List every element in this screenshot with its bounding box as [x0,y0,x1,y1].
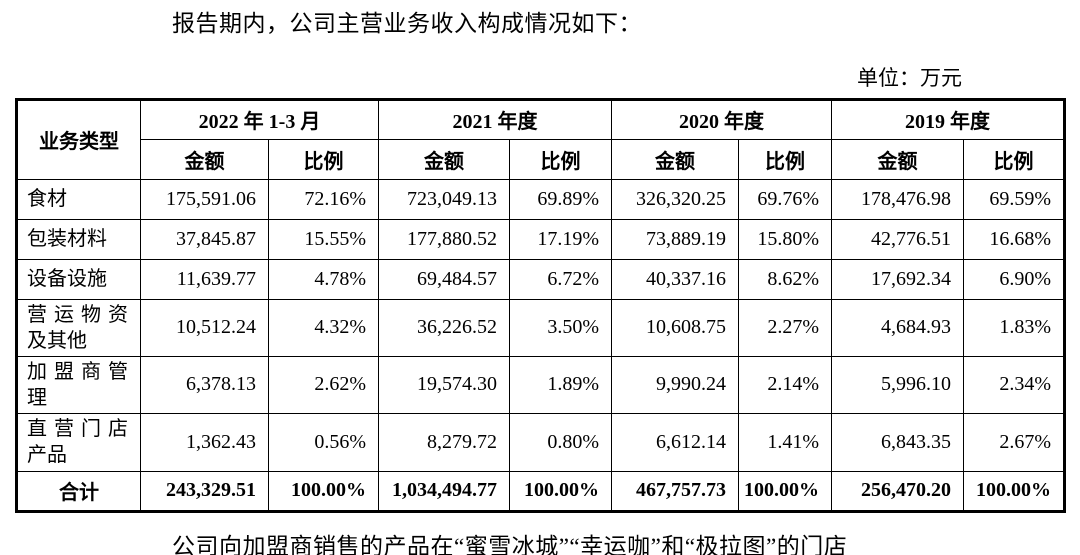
ratio-cell: 3.50% [509,298,613,357]
amount-cell: 36,226.52 [378,298,511,357]
amount-cell: 1,362.43 [140,412,269,472]
amount-header: 金额 [611,138,740,180]
amount-cell: 6,843.35 [831,412,965,472]
amount-cell: 17,692.34 [831,258,965,300]
amount-cell: 175,591.06 [140,178,269,220]
business-type-header: 业务类型 [16,98,141,180]
ratio-cell: 2.67% [963,412,1066,472]
total-amount-cell: 467,757.73 [611,470,740,512]
period-header-2021: 2021 年度 [378,98,613,140]
total-label: 合计 [16,470,141,512]
amount-cell: 11,639.77 [140,258,269,300]
ratio-cell: 8.62% [738,258,833,300]
amount-cell: 8,279.72 [378,412,511,472]
ratio-header: 比例 [267,138,380,180]
table-row-packaging: 包装材料 37,845.87 15.55% 177,880.52 17.19% … [16,218,1066,260]
table-row-franchisee-management: 加盟商管理 6,378.13 2.62% 19,574.30 1.89% 9,9… [16,355,1066,414]
amount-cell: 10,608.75 [611,298,740,357]
ratio-cell: 4.78% [267,258,380,300]
row-label: 食材 [16,178,141,220]
amount-header: 金额 [831,138,965,180]
amount-cell: 5,996.10 [831,355,965,414]
ratio-cell: 0.80% [509,412,613,472]
period-header-row: 业务类型 2022 年 1-3 月 2021 年度 2020 年度 2019 年… [16,98,1066,180]
period-header-2020: 2020 年度 [611,98,833,140]
ratio-cell: 6.90% [963,258,1066,300]
period-header-2019: 2019 年度 [831,98,1066,140]
amount-cell: 19,574.30 [378,355,511,414]
row-label: 加盟商管理 [16,355,141,414]
period-header-2022: 2022 年 1-3 月 [139,98,380,140]
ratio-cell: 2.27% [738,298,833,357]
ratio-cell: 72.16% [267,178,380,220]
ratio-cell: 69.89% [509,178,613,220]
ratio-cell: 6.72% [509,258,613,300]
amount-cell: 178,476.98 [831,178,965,220]
ratio-header: 比例 [738,138,833,180]
amount-cell: 69,484.57 [378,258,511,300]
total-ratio-cell: 100.00% [963,470,1066,512]
amount-cell: 6,612.14 [611,412,740,472]
ratio-cell: 69.59% [963,178,1066,220]
amount-cell: 4,684.93 [831,298,965,357]
revenue-composition-table: 业务类型 2022 年 1-3 月 2021 年度 2020 年度 2019 年… [15,97,1067,513]
ratio-cell: 17.19% [509,218,613,260]
amount-cell: 73,889.19 [611,218,740,260]
ratio-cell: 15.80% [738,218,833,260]
amount-cell: 37,845.87 [140,218,269,260]
intro-paragraph: 报告期内，公司主营业务收入构成情况如下： [172,11,642,36]
amount-cell: 40,337.16 [611,258,740,300]
table-row-direct-store-products: 直营门店产品 1,362.43 0.56% 8,279.72 0.80% 6,6… [16,412,1066,472]
amount-cell: 723,049.13 [378,178,511,220]
table-row-operating-supplies: 营运物资 及其他 10,512.24 4.32% 36,226.52 3.50%… [16,298,1066,357]
footer-paragraph: 公司向加盟商销售的产品在“蜜雪冰城”“幸运咖”和“极拉图”的门店 [172,533,848,555]
row-label: 包装材料 [16,218,141,260]
row-label: 设备设施 [16,258,141,300]
ratio-header: 比例 [963,138,1066,180]
unit-label: 单位：万元 [857,65,962,90]
table-row-equipment: 设备设施 11,639.77 4.78% 69,484.57 6.72% 40,… [16,258,1066,300]
ratio-cell: 1.83% [963,298,1066,357]
total-ratio-cell: 100.00% [509,470,613,512]
total-ratio-cell: 100.00% [267,470,380,512]
row-label: 直营门店产品 [16,412,141,472]
ratio-cell: 1.89% [509,355,613,414]
ratio-cell: 2.62% [267,355,380,414]
ratio-cell: 16.68% [963,218,1066,260]
total-amount-cell: 256,470.20 [831,470,965,512]
ratio-cell: 0.56% [267,412,380,472]
amount-cell: 6,378.13 [140,355,269,414]
total-amount-cell: 1,034,494.77 [378,470,511,512]
amount-header: 金额 [140,138,269,180]
amount-cell: 326,320.25 [611,178,740,220]
amount-header: 金额 [378,138,511,180]
ratio-header: 比例 [509,138,613,180]
amount-cell: 10,512.24 [140,298,269,357]
ratio-cell: 1.41% [738,412,833,472]
ratio-cell: 2.14% [738,355,833,414]
amount-cell: 42,776.51 [831,218,965,260]
ratio-cell: 4.32% [267,298,380,357]
total-ratio-cell: 100.00% [738,470,833,512]
ratio-cell: 69.76% [738,178,833,220]
ratio-cell: 2.34% [963,355,1066,414]
table-row-total: 合计 243,329.51 100.00% 1,034,494.77 100.0… [16,470,1066,512]
total-amount-cell: 243,329.51 [140,470,269,512]
subheader-row: 金额 比例 金额 比例 金额 比例 金额 比例 [17,138,1066,180]
amount-cell: 9,990.24 [611,355,740,414]
table-row-food: 食材 175,591.06 72.16% 723,049.13 69.89% 3… [16,178,1066,220]
row-label: 营运物资 及其他 [16,298,141,357]
amount-cell: 177,880.52 [378,218,511,260]
ratio-cell: 15.55% [267,218,380,260]
